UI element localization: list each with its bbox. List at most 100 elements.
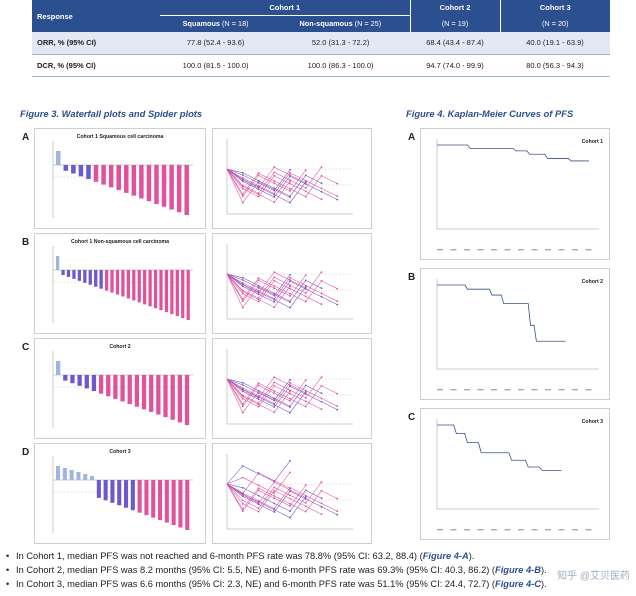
waterfall-plot-a: Cohort 1 Squamous cell carcinoma: [34, 128, 206, 229]
spider-point: [289, 502, 291, 505]
spider-point: [289, 168, 291, 171]
waterfall-bar: [153, 270, 158, 309]
spider-line: [226, 273, 338, 305]
waterfall-bar: [127, 375, 132, 405]
spider-point: [304, 284, 307, 287]
spider-point: [273, 187, 276, 190]
spider-point: [273, 287, 276, 290]
spider-point: [273, 276, 276, 279]
spider-point: [289, 171, 291, 174]
waterfall-bar: [93, 165, 99, 182]
spider-line: [226, 168, 338, 197]
at-risk-cell: [572, 249, 578, 251]
spider-point: [336, 287, 339, 290]
spider-point: [289, 187, 291, 190]
km-title: Cohort 1: [582, 139, 603, 145]
spider-point: [304, 187, 307, 189]
waterfall-title: Cohort 1 Squamous cell carcinoma: [77, 134, 164, 140]
fig4-letter-b: B: [408, 272, 416, 283]
spider-point: [304, 405, 307, 408]
spider-point: [336, 510, 339, 513]
spider-point: [304, 379, 307, 382]
spider-point: [257, 389, 260, 392]
spider-point: [273, 502, 276, 505]
fig3-letter-b: B: [22, 237, 30, 248]
spider-point: [273, 182, 276, 185]
spider-point: [304, 489, 307, 492]
spider-point: [273, 171, 276, 174]
bullet-cohort2: In Cohort 2, median PFS was 8.2 months (…: [6, 563, 636, 577]
fig3-letter-c: C: [22, 342, 30, 353]
spider-point: [241, 499, 244, 502]
spider-line: [226, 168, 338, 197]
spider-point: [289, 486, 291, 489]
spider-point: [320, 376, 323, 379]
waterfall-bar: [163, 375, 168, 418]
table-row: DCR, % (95% CI) 100.0 (81.5 - 100.0) 100…: [32, 54, 610, 77]
waterfall-bar: [94, 270, 98, 287]
spider-point: [241, 384, 244, 386]
spider-point: [304, 279, 307, 282]
spider-point: [241, 184, 244, 187]
km-curve-a: Cohort 1: [420, 128, 610, 260]
spider-point: [336, 392, 339, 395]
spider-line: [226, 376, 306, 399]
spider-point: [273, 406, 276, 408]
waterfall-bar: [113, 375, 118, 399]
at-risk-cell: [585, 529, 592, 531]
spider-point: [241, 476, 244, 479]
spider-point: [320, 271, 323, 274]
spider-line: [226, 273, 338, 302]
waterfall-bar: [161, 165, 167, 207]
km-survival-line: [437, 284, 566, 342]
waterfall-bar: [66, 270, 71, 277]
spider-point: [241, 201, 244, 204]
spider-point: [320, 392, 323, 395]
header-cohort3-n: (N = 20): [499, 15, 610, 32]
waterfall-bar: [110, 480, 115, 503]
waterfall-bar: [62, 468, 67, 480]
spider-point: [336, 198, 339, 201]
spider-point: [304, 179, 307, 182]
spider-point: [241, 394, 244, 397]
waterfall-bar: [103, 480, 108, 501]
results-bullets: In Cohort 1, median PFS was not reached …: [6, 549, 636, 591]
spider-point: [304, 190, 307, 193]
spider-point: [257, 195, 260, 198]
spider-point: [320, 279, 323, 282]
spider-point: [320, 489, 323, 492]
spider-point: [273, 292, 276, 295]
spider-plot-b: [212, 233, 372, 334]
figure3-title: Figure 3. Waterfall plots and Spider plo…: [20, 108, 203, 119]
at-risk-cell: [558, 389, 565, 391]
at-risk-cell: [504, 529, 511, 531]
spider-line: [226, 378, 338, 410]
spider-point: [336, 195, 339, 198]
waterfall-bar: [56, 151, 61, 165]
spider-point: [289, 459, 291, 462]
at-risk-cell: [518, 529, 524, 531]
spider-point: [289, 279, 291, 281]
spider-point: [273, 481, 276, 484]
at-risk-cell: [464, 249, 470, 251]
spider-point: [273, 486, 276, 489]
spider-point: [257, 184, 260, 187]
spider-point: [304, 292, 307, 294]
spider-point: [289, 287, 291, 290]
waterfall-bar: [184, 375, 190, 425]
at-risk-cell: [504, 389, 511, 391]
spider-line: [226, 166, 306, 189]
spider-point: [304, 384, 307, 387]
spider-point: [289, 497, 291, 500]
waterfall-bar: [141, 375, 147, 410]
spider-point: [241, 306, 244, 309]
spider-point: [241, 502, 244, 505]
waterfall-bar: [106, 375, 111, 397]
spider-point: [273, 495, 276, 497]
spider-point: [257, 487, 260, 490]
spider-point: [289, 384, 291, 386]
spider-point: [257, 394, 260, 397]
waterfall-bar: [61, 270, 65, 275]
spider-point: [289, 195, 291, 198]
spider-point: [241, 397, 244, 400]
